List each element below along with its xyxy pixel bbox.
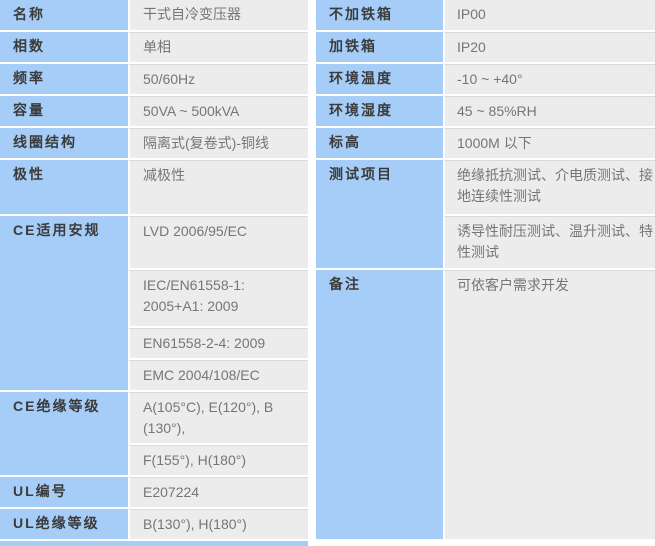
spec-row: UL绝缘等级 B(130°), H(180°): [0, 509, 655, 541]
label-ambient-temperature: 环境温度: [316, 64, 443, 96]
label-ip-with-iron-case: 加铁箱: [316, 32, 443, 64]
label-polarity: 极性: [0, 160, 128, 216]
spec-row: [0, 541, 655, 546]
column-gap: [308, 328, 316, 360]
spec-row: CE适用安规 LVD 2006/95/EC 诱导性耐压测试、温升测试、特性测试: [0, 216, 655, 392]
value-ce-safety-standards-3: EN61558-2-4: 2009: [128, 328, 308, 360]
value-ip-without-iron-case: IP00: [443, 0, 655, 32]
value-ce-insulation-class-1: A(105°C), E(120°), B (130°),: [128, 392, 308, 445]
spec-row: 极性 减极性 测试项目 绝缘抵抗测试、介电质测试、接地连续性测试: [0, 160, 655, 270]
value-ce-safety-standards-2: IEC/EN61558-1: 2005+A1: 2009: [128, 270, 308, 328]
value-ul-file-number: E207224: [128, 477, 308, 509]
label-ip-without-iron-case: 不加铁箱: [316, 0, 443, 32]
value-test-items-2: 诱导性耐压测试、温升测试、特性测试: [443, 216, 655, 270]
column-gap: [308, 32, 316, 64]
spec-row: 频率 50/60Hz 环境温度 -10 ~ +40°: [0, 64, 655, 96]
label-frequency: 频率: [0, 64, 128, 96]
value-ul-insulation-class: B(130°), H(180°): [128, 509, 308, 541]
value-ce-safety-standards-1: LVD 2006/95/EC: [128, 216, 308, 270]
spec-row: F(155°), H(180°): [0, 445, 655, 477]
spec-row: EN61558-2-4: 2009: [0, 328, 655, 360]
spec-row: 名称 干式自冷变压器 不加铁箱 IP00: [0, 0, 655, 32]
column-gap: [308, 445, 316, 477]
label-ce-safety-standards: CE适用安规: [0, 216, 128, 392]
column-gap: [308, 541, 316, 546]
label-coil-structure: 线圈结构: [0, 128, 128, 160]
label-test-items: 测试项目: [316, 160, 443, 270]
label-capacity: 容量: [0, 96, 128, 128]
spec-row: CE绝缘等级 A(105°C), E(120°), B (130°),: [0, 392, 655, 477]
column-gap: [308, 509, 316, 541]
label-name: 名称: [0, 0, 128, 32]
value-coil-structure: 隔离式(复卷式)-铜线: [128, 128, 308, 160]
column-gap: [308, 360, 316, 392]
value-test-items-1: 绝缘抵抗测试、介电质测试、接地连续性测试: [443, 160, 655, 216]
value-polarity: 减极性: [128, 160, 308, 216]
column-gap: [308, 0, 316, 32]
column-gap: [308, 477, 316, 509]
spec-row: 容量 50VA ~ 500kVA 环境湿度 45 ~ 85%RH: [0, 96, 655, 128]
column-gap: [308, 160, 316, 216]
label-ul-insulation-class: UL绝缘等级: [0, 509, 128, 541]
spec-row: EMC 2004/108/EC: [0, 360, 655, 392]
spec-row: 线圈结构 隔离式(复卷式)-铜线 标高 1000M 以下: [0, 128, 655, 160]
value-remarks: 可依客户需求开发: [443, 270, 655, 541]
value-ambient-humidity: 45 ~ 85%RH: [443, 96, 655, 128]
value-altitude: 1000M 以下: [443, 128, 655, 160]
spec-row: 相数 单相 加铁箱 IP20: [0, 32, 655, 64]
spec-row: IEC/EN61558-1: 2005+A1: 2009 备注 可依客户需求开发: [0, 270, 655, 541]
column-gap: [308, 128, 316, 160]
label-remarks: 备注: [316, 270, 443, 541]
column-gap: [308, 96, 316, 128]
column-gap: [308, 392, 316, 445]
value-ambient-temperature: -10 ~ +40°: [443, 64, 655, 96]
value-phase-count: 单相: [128, 32, 308, 64]
value-ce-safety-standards-4: EMC 2004/108/EC: [128, 360, 308, 392]
value-capacity: 50VA ~ 500kVA: [128, 96, 308, 128]
table-bottom-strip: [0, 541, 308, 546]
label-ce-insulation-class: CE绝缘等级: [0, 392, 128, 477]
label-ambient-humidity: 环境湿度: [316, 96, 443, 128]
value-name: 干式自冷变压器: [128, 0, 308, 32]
label-ul-file-number: UL编号: [0, 477, 128, 509]
column-gap: [308, 216, 316, 270]
value-ce-insulation-class-2: F(155°), H(180°): [128, 445, 308, 477]
label-phase-count: 相数: [0, 32, 128, 64]
value-ip-with-iron-case: IP20: [443, 32, 655, 64]
spec-row: UL编号 E207224: [0, 477, 655, 509]
column-gap: [308, 64, 316, 96]
column-gap: [308, 270, 316, 328]
label-altitude: 标高: [316, 128, 443, 160]
value-frequency: 50/60Hz: [128, 64, 308, 96]
